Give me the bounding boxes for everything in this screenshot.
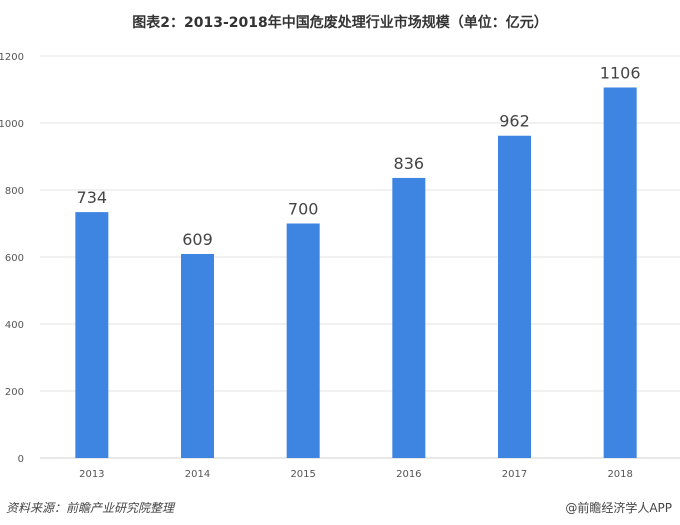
- data-label: 700: [288, 200, 319, 219]
- bar: [75, 212, 109, 458]
- source-note: 资料来源：前瞻产业研究院整理: [6, 501, 175, 515]
- bar: [392, 177, 426, 458]
- y-tick-label: 600: [5, 253, 24, 264]
- data-label: 962: [499, 112, 530, 131]
- data-label: 609: [182, 230, 213, 249]
- y-tick-label: 800: [5, 186, 24, 197]
- y-tick-label: 400: [5, 320, 24, 331]
- x-tick-label: 2014: [185, 469, 210, 480]
- y-tick-label: 0: [18, 454, 24, 465]
- credit-note: @前瞻经济学人APP: [565, 501, 672, 515]
- y-tick-label: 1000: [0, 119, 24, 130]
- x-tick-label: 2017: [502, 469, 527, 480]
- bar: [498, 135, 531, 459]
- bar: [181, 253, 214, 458]
- bar: [603, 87, 637, 459]
- x-tick-label: 2015: [290, 469, 315, 480]
- y-tick-label: 1200: [0, 52, 24, 63]
- data-label: 1106: [600, 63, 641, 82]
- x-tick-label: 2016: [396, 469, 421, 480]
- x-tick-label: 2018: [607, 469, 632, 480]
- y-tick-label: 200: [5, 387, 24, 398]
- data-label: 734: [77, 188, 108, 207]
- bar: [286, 223, 320, 458]
- data-label: 836: [394, 154, 425, 173]
- chart-title: 图表2：2013-2018年中国危废处理行业市场规模（单位：亿元）: [132, 15, 548, 31]
- x-tick-label: 2013: [79, 469, 104, 480]
